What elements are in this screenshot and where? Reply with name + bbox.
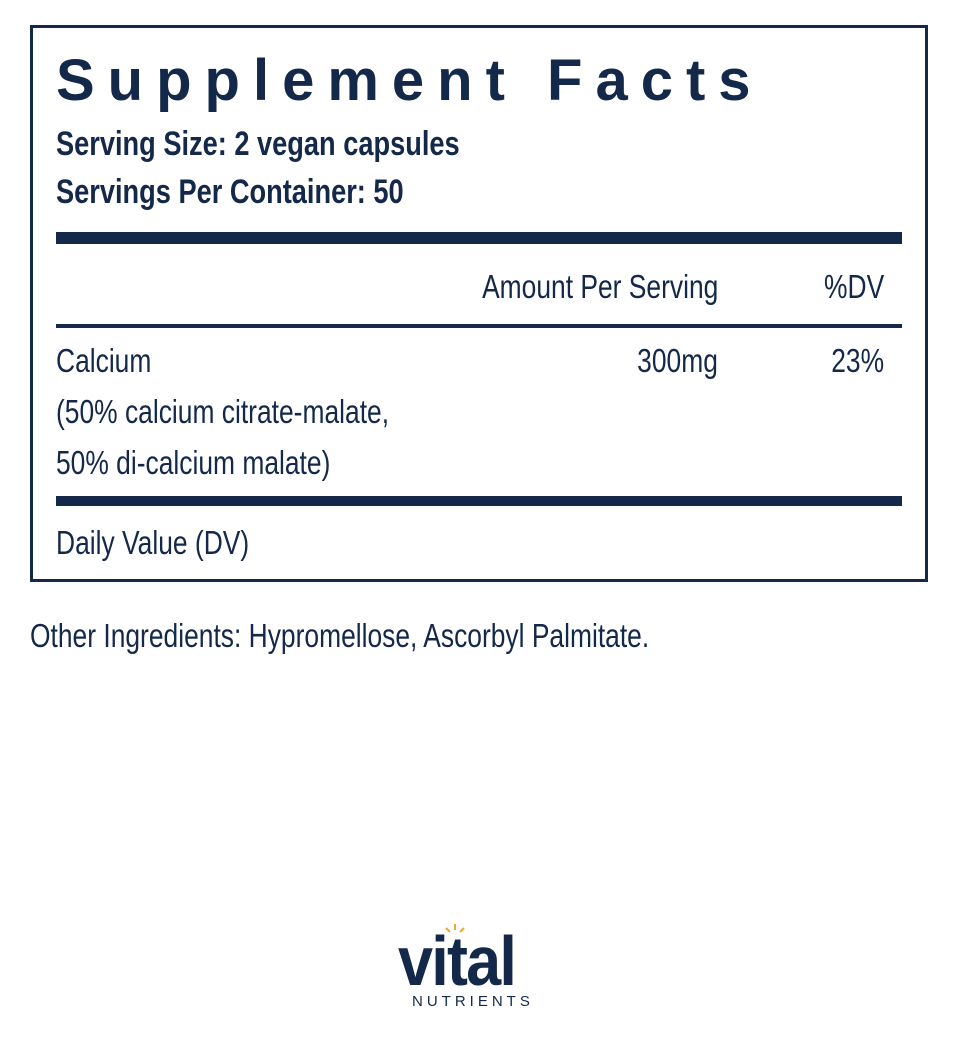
facts-panel: [30, 25, 928, 582]
title: Supplement Facts: [56, 48, 764, 113]
column-header: Amount Per Serving: [481, 268, 718, 305]
serving-size: Serving Size: 2 vegan capsules: [56, 125, 460, 163]
other-ingredients: Other Ingredients: Hypromellose, Ascorby…: [30, 617, 650, 654]
thick-rule: [56, 232, 902, 244]
servings-per-container: Servings Per Container: 50: [56, 173, 404, 211]
daily-value: 23%: [831, 342, 884, 379]
thick-rule: [56, 496, 902, 506]
logo-tagline: NUTRIENTS: [412, 993, 534, 1010]
sun-icon: [445, 924, 465, 933]
column-header: %DV: [823, 268, 884, 305]
thin-rule: [56, 324, 902, 328]
logo-name: vital: [398, 922, 517, 1000]
nutrient-detail: 50% di-calcium malate): [56, 444, 331, 481]
amount: 300mg: [637, 342, 718, 379]
nutrient-detail: (50% calcium citrate-malate,: [56, 393, 390, 430]
nutrient-name: Calcium: [56, 342, 152, 379]
footnote: Daily Value (DV): [56, 524, 250, 561]
